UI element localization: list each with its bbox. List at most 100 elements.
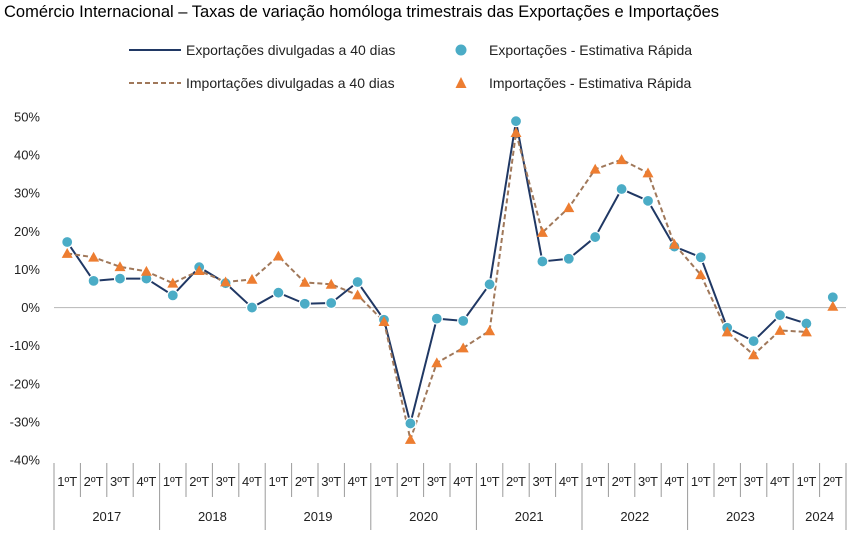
imports-estimate-point [589, 163, 601, 174]
year-label: 2019 [304, 509, 333, 524]
exports-estimate-point [166, 289, 179, 302]
x-tick-label: 3ºT [427, 474, 447, 489]
exports-estimate-point [272, 286, 285, 299]
x-tick-label: 2ºT [295, 474, 315, 489]
legend-imports-estimate-label: Importações - Estimativa Rápida [489, 75, 692, 91]
x-tick-label: 2ºT [400, 474, 420, 489]
exports-line [66, 120, 807, 425]
x-tick-label: 4ºT [559, 474, 579, 489]
x-tick-label: 1ºT [57, 474, 77, 489]
x-tick-label: 3ºT [110, 474, 130, 489]
x-tick-label: 3ºT [321, 474, 341, 489]
imports-estimate-point [114, 261, 126, 272]
exports-estimate-point [404, 417, 417, 430]
exports-estimate-point [615, 182, 628, 196]
exports-estimate-point [61, 235, 74, 249]
x-tick-label: 1ºT [163, 474, 183, 489]
exports-estimate-point [457, 314, 470, 327]
imports-estimate-point [378, 316, 390, 327]
y-tick-label: 10% [14, 262, 40, 277]
x-tick-label: 4ºT [348, 474, 368, 489]
exports-estimate-point [694, 251, 707, 264]
imports-estimate-point [800, 326, 812, 337]
imports-estimate-point [299, 276, 311, 287]
year-label: 2023 [726, 509, 755, 524]
imports-estimate-point [642, 167, 654, 178]
legend-exports-line-label: Exportações divulgadas a 40 dias [186, 42, 395, 58]
exports-estimate-point [562, 252, 575, 265]
y-tick-label: 40% [14, 148, 40, 163]
x-tick-label: 3ºT [216, 474, 236, 489]
year-label: 2018 [198, 509, 227, 524]
legend-exports-estimate-swatch [455, 44, 467, 56]
exports-estimate-point [589, 230, 602, 244]
x-tick-label: 1ºT [585, 474, 605, 489]
legend: Exportações divulgadas a 40 dias Exportaç… [129, 42, 692, 91]
exports-estimate-point [641, 194, 655, 207]
imports-estimate-point [272, 250, 284, 261]
exports-estimate-point [298, 297, 311, 310]
legend-imports-line-label: Importações divulgadas a 40 dias [186, 75, 395, 91]
imports-estimate-point [88, 251, 100, 262]
y-tick-label: 50% [14, 110, 40, 125]
x-tick-label: 1ºT [374, 474, 394, 489]
x-tick-label: 2ºT [717, 474, 737, 489]
x-tick-label: 2ºT [84, 474, 104, 489]
imports-estimate-point [352, 289, 364, 300]
exports-estimate-point [245, 301, 259, 314]
imports-estimate-point [61, 247, 73, 258]
imports-estimate-point [721, 326, 733, 337]
plot-area [61, 115, 839, 444]
y-axis: 50% 40% 30% 20% 10% 0% -10% -20% -30% -40% [10, 110, 41, 468]
imports-estimate-point [484, 325, 496, 336]
exports-estimate-point [87, 274, 100, 287]
imports-estimate-point [193, 265, 205, 275]
exports-estimate-point [325, 296, 338, 310]
year-label: 2017 [92, 509, 121, 524]
x-tick-label: 2ºT [823, 474, 843, 489]
x-tick-label: 4ºT [136, 474, 156, 489]
imports-estimate-point [695, 269, 707, 280]
year-label: 2022 [620, 509, 649, 524]
exports-estimate-point [430, 312, 443, 325]
exports-estimate-point [509, 115, 523, 128]
x-tick-label: 1ºT [796, 474, 816, 489]
legend-exports-estimate-label: Exportações - Estimativa Rápida [489, 42, 692, 58]
x-axis: 1ºT 2ºT 3ºT 4ºT 1ºT 2ºT 3ºT 4ºT 1ºT 2ºT 3ºT 4ºT 1ºT 2… [53, 463, 847, 530]
imports-estimate-point [668, 238, 680, 249]
x-tick-label: 1ºT [480, 474, 500, 489]
x-tick-label: 1ºT [691, 474, 711, 489]
exports-estimate-point [483, 278, 496, 291]
exports-estimate-point [113, 272, 127, 285]
exports-estimate-point [536, 255, 549, 268]
exports-estimate-point [351, 275, 364, 289]
y-tick-label: 20% [14, 224, 40, 239]
imports-estimate-point [457, 342, 469, 353]
x-tick-label: 2ºT [506, 474, 526, 489]
imports-estimate-point [827, 300, 839, 311]
year-label: 2021 [515, 509, 544, 524]
year-label: 2020 [409, 509, 438, 524]
imports-estimate-point [167, 277, 179, 288]
imports-estimate-point [510, 127, 522, 138]
y-tick-label: -20% [10, 376, 41, 391]
x-tick-label: 4ºT [453, 474, 473, 489]
y-tick-label: -30% [10, 414, 41, 429]
chart-title: Comércio Internacional – Taxas de variaç… [4, 3, 720, 21]
y-tick-label: -10% [10, 338, 41, 353]
x-tick-label: 2ºT [189, 474, 209, 489]
imports-estimate-point [431, 357, 443, 368]
imports-estimate-point [220, 276, 232, 287]
x-tick-label: 3ºT [744, 474, 764, 489]
imports-line [67, 131, 807, 441]
x-tick-label: 3ºT [638, 474, 658, 489]
x-tick-label: 1ºT [268, 474, 288, 489]
year-label: 2024 [805, 509, 834, 524]
imports-estimate-point [404, 433, 416, 444]
exports-estimate-point [773, 309, 787, 322]
y-tick-label: 30% [14, 186, 40, 201]
legend-imports-estimate-swatch [455, 77, 467, 88]
x-tick-label: 4ºT [770, 474, 790, 489]
imports-estimate-point [774, 324, 786, 335]
imports-estimate-point [616, 154, 628, 165]
